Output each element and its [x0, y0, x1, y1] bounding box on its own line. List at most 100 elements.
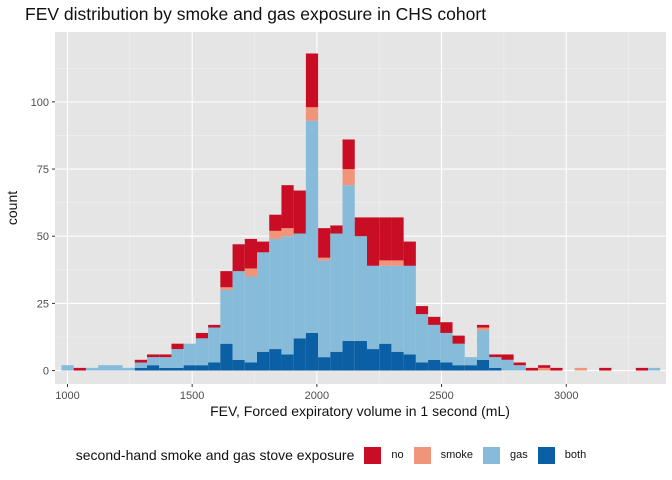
- bar-smoke-2275: [379, 260, 392, 266]
- legend-label-smoke: smoke: [440, 449, 474, 461]
- bar-no-2370: [403, 241, 416, 266]
- bar-both-1345: [147, 365, 160, 371]
- bar-no-2520: [440, 322, 453, 333]
- bar-gas-3355: [648, 367, 661, 371]
- bar-both-2325: [391, 351, 404, 371]
- bar-no-1295: [134, 359, 148, 363]
- bar-smoke-1835: [269, 230, 282, 239]
- bar-no-3305: [635, 367, 649, 371]
- bar-both-2225: [366, 349, 380, 371]
- bar-no-1590: [208, 324, 221, 328]
- legend-label-no: no: [391, 449, 404, 461]
- legend-item-smoke: smoke: [413, 446, 474, 464]
- legend-item-both: both: [537, 446, 586, 464]
- bar-gas-1490: [183, 343, 196, 366]
- bar-both-2175: [354, 341, 367, 371]
- bar-no-2910: [538, 365, 551, 368]
- x-axis-title: FEV, Forced expiratory volume in 1 secon…: [210, 403, 510, 419]
- bar-no-2570: [452, 335, 465, 344]
- bar-no-2715: [489, 354, 502, 358]
- bar-gas-2030: [318, 260, 331, 358]
- bar-gas-2715: [489, 357, 502, 368]
- bar-gas-1785: [257, 252, 270, 352]
- bar-both-2030: [318, 357, 331, 371]
- bar-gas-2470: [428, 324, 441, 360]
- bar-both-1440: [171, 367, 184, 371]
- bar-smoke-2130: [342, 169, 355, 186]
- bar-smoke-1885: [281, 228, 294, 237]
- bar-no-2275: [379, 217, 392, 261]
- bar-no-2960: [550, 367, 563, 371]
- bar-no-2225: [366, 217, 380, 266]
- bar-gas-1100: [85, 367, 99, 371]
- bar-gas-2620: [464, 357, 477, 366]
- bar-smoke-2665: [476, 327, 490, 331]
- bar-no-1980: [305, 53, 319, 108]
- bar-gas-2665: [476, 330, 490, 360]
- bar-both-2420: [415, 362, 429, 371]
- legend-item-no: no: [364, 446, 404, 464]
- chart-svg: 1000 1500 2000 2500 3000 0 25 50 75 100 FEV, For…: [4, 32, 666, 419]
- bar-no-2325: [391, 217, 404, 261]
- bar-both-1835: [269, 349, 282, 371]
- bar-both-1785: [257, 351, 270, 371]
- bar-both-2570: [452, 365, 465, 371]
- bar-smoke-1735: [244, 268, 258, 277]
- bar-both-2665: [476, 359, 490, 371]
- bar-no-3155: [599, 367, 612, 371]
- bar-gas-1640: [220, 289, 233, 344]
- x-tick-label: 2000: [305, 390, 329, 402]
- bar-gas-1835: [269, 238, 282, 350]
- bar-both-1590: [208, 362, 221, 371]
- legend-swatch-gas: [483, 446, 501, 464]
- bar-gas-1885: [281, 236, 294, 355]
- bar-gas-2520: [440, 332, 453, 363]
- bar-both-2715: [489, 367, 502, 371]
- bar-gas-2080: [330, 233, 343, 352]
- x-tick-label: 1500: [180, 390, 204, 402]
- y-tick-label: 25: [37, 298, 49, 310]
- bar-gas-1980: [305, 120, 319, 333]
- bar-gas-1295: [134, 362, 148, 368]
- chart-title: FEV distribution by smoke and gas exposu…: [25, 4, 487, 24]
- bar-no-2130: [342, 139, 355, 170]
- legend-title: second-hand smoke and gas stove exposure: [75, 447, 355, 463]
- y-axis: 0 25 50 75 100: [31, 97, 55, 378]
- bar-no-1345: [147, 354, 160, 358]
- bar-both-2130: [342, 341, 355, 371]
- x-tick-label: 1000: [55, 390, 79, 402]
- bar-smoke-3060: [574, 367, 587, 371]
- bar-smoke-1980: [305, 107, 319, 121]
- bar-gas-2815: [513, 365, 526, 371]
- bar-no-1930: [293, 190, 306, 234]
- bar-gas-2225: [366, 265, 380, 350]
- bar-gas-2130: [342, 185, 355, 342]
- y-tick-label: 100: [31, 97, 49, 109]
- bar-no-2175: [354, 217, 367, 237]
- bar-gas-1345: [147, 357, 160, 366]
- bar-both-1640: [220, 343, 233, 371]
- bar-no-2860: [525, 367, 539, 371]
- bar-gas-2570: [452, 343, 465, 366]
- bar-no-2030: [318, 228, 331, 258]
- x-axis: 1000 1500 2000 2500 3000: [55, 384, 578, 402]
- bar-gas-2275: [379, 265, 392, 344]
- bar-gas-1245: [122, 367, 135, 371]
- bar-both-1735: [244, 362, 258, 371]
- bar-both-1295: [134, 367, 148, 371]
- x-tick-label: 2500: [429, 390, 453, 402]
- bar-no-1735: [244, 238, 258, 269]
- bar-gas-2420: [415, 314, 429, 363]
- bar-gas-1440: [171, 349, 184, 368]
- bar-gas-2370: [403, 265, 416, 355]
- bar-smoke-2910: [538, 367, 551, 371]
- bar-both-2370: [403, 354, 416, 371]
- bar-no-2815: [513, 362, 526, 366]
- bar-gas-1590: [208, 327, 221, 363]
- bar-both-2080: [330, 351, 343, 371]
- bar-no-2420: [415, 306, 429, 315]
- x-tick-label: 3000: [554, 390, 578, 402]
- bar-both-2620: [464, 365, 477, 371]
- bar-no-2665: [476, 324, 490, 328]
- y-tick-label: 0: [43, 366, 49, 378]
